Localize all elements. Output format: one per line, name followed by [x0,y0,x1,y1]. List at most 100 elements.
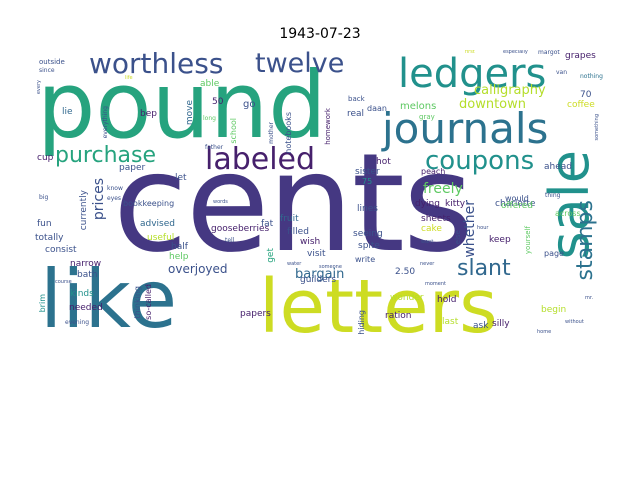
word-downtown: downtown [459,97,526,112]
word-fruit: fruit [280,214,299,224]
word-school: school [229,118,238,144]
word-begin: begin [541,305,567,315]
word-page: page [544,249,564,258]
word-water: water [287,261,302,267]
word-paper: paper [119,163,146,173]
word-papers: papers [240,309,271,319]
word-bep: bep [140,109,157,119]
word-needed: needed [69,303,103,313]
word-silly: silly [492,319,510,329]
word-seeing: seeing [353,229,383,239]
word-hour: hour [477,225,489,231]
word-calligraphy: calligraphy [474,83,546,98]
word-moment: moment [425,281,447,287]
word-fun: fun [37,219,52,229]
word-real: real [347,109,365,119]
word-cake: cake [421,224,442,234]
word-gooseberries: gooseberries [211,224,270,234]
word-sheets: sheets [421,214,451,224]
word-notebooks: notebooks [284,112,293,154]
word-evening: evening [65,319,90,326]
word-pound: pound [37,52,327,159]
word-help: help [169,252,189,262]
word-like: like [40,253,178,340]
word-coupons: coupons [425,146,535,176]
word-useful: useful [147,233,175,243]
word-long: long [203,115,216,122]
word-homework: homework [324,108,332,145]
word-hot: hot [376,157,391,167]
word-currently: currently [79,190,89,231]
word-worthless: worthless [89,50,224,80]
word-daan: daan [367,104,387,113]
word-70: 70 [580,90,592,100]
word-consist: consist [45,245,77,255]
word-across: across [555,209,581,218]
word-something: something [594,114,600,141]
word-peach: peach [421,167,446,176]
word-50: 50 [212,97,224,107]
word-narrow: narrow [70,259,102,269]
word-wonder: wonder [390,293,424,303]
word-cents: cents [113,125,474,283]
word-especially: especially [503,50,528,55]
word-twelve: twelve [255,50,345,79]
word-lie: lie [62,107,73,117]
word-overjoyed: overjoyed [168,262,228,276]
word-keep: keep [489,235,511,245]
word-thinking: thinking [133,286,142,319]
word-thing: thing [545,192,561,199]
word-go: go [243,99,256,110]
word-last: last [442,317,459,327]
word-hold: hold [437,295,457,305]
word-bookkeeping: bookkeeping [123,199,175,208]
word-father: father [205,144,224,151]
word-outside: outside [39,58,65,66]
word-ration: ration [385,311,412,321]
word-back: back [348,95,365,103]
word-sister: sister [355,167,380,177]
word-ask: ask [473,321,489,331]
word-mr: mr. [585,295,594,301]
word-grapes: grapes [565,51,596,61]
word-first: first [465,50,475,55]
word-van: van [556,69,568,76]
word-75: 75 [362,177,373,186]
word-cup: cup [37,153,54,163]
word-half: half [171,242,188,252]
word-mother: mother [268,122,275,144]
word-guilders: guilders [300,275,337,285]
word-bargain: bargain [295,267,345,282]
word-melons: melons [400,101,437,112]
word-kitty: kitty [445,199,466,209]
word-gray: gray [419,113,435,121]
word-tell: tell [225,237,235,244]
word-spite: spite [358,241,380,251]
word-else: else [454,230,462,245]
word-offered: offered [501,201,533,211]
word-journals: journals [382,104,549,153]
chart-title: 1943-07-23 [279,26,361,42]
word-coffee: coffee [567,100,595,110]
word-filled: filled [287,227,309,237]
word-2.50: 2.50 [395,267,416,277]
word-cloud: pound cents letters like sale ledgers jo… [35,50,607,340]
word-purchase: purchase [55,143,156,168]
word-want: want [421,239,434,245]
word-eyes: eyes [107,195,122,202]
word-someone: someone [319,264,342,270]
word-hiding: hiding [357,310,366,335]
word-so-called: so-called [144,284,153,320]
word-labeled: labeled [205,142,316,177]
word-let: let [175,173,187,183]
word-never: never [420,261,435,267]
word-since: since [39,67,55,74]
word-letters: letters [259,264,498,340]
word-ledgers: ledgers [398,51,547,97]
word-wish: wish [300,237,321,247]
word-prices: prices [91,178,107,221]
word-totally: totally [35,233,64,243]
word-yourself: yourself [524,226,532,255]
word-move: move [185,100,195,126]
word-would: would [505,194,529,203]
